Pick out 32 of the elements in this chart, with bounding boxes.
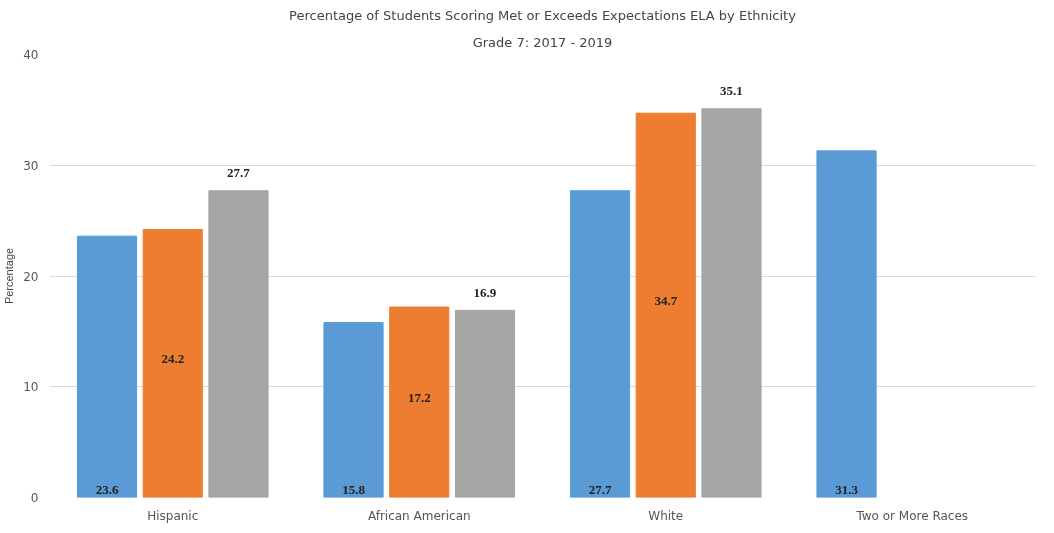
x-tick-label: White — [648, 508, 684, 523]
y-tick-label: 20 — [23, 269, 39, 284]
y-axis-title: Percentage — [3, 247, 16, 305]
bar — [208, 190, 269, 498]
bar — [701, 108, 762, 498]
data-label: 17.2 — [407, 390, 431, 406]
data-label: 31.3 — [835, 482, 859, 498]
chart-subtitle: Grade 7: 2017 - 2019 — [472, 34, 613, 50]
x-tick-label: Two or More Races — [855, 508, 969, 523]
data-label: 23.6 — [95, 482, 119, 498]
chart-title: Percentage of Students Scoring Met or Exceeds Expectations ELA by Ethnicity — [289, 7, 797, 23]
data-label: 15.8 — [342, 482, 366, 498]
bar — [76, 235, 138, 498]
y-tick-label: 30 — [23, 158, 39, 173]
bar — [569, 190, 631, 498]
x-tick-label: Hispanic — [147, 508, 199, 523]
bar — [816, 150, 877, 498]
y-tick-label: 40 — [23, 48, 39, 62]
bar — [635, 112, 696, 498]
bar — [454, 309, 516, 498]
bar — [323, 322, 384, 498]
x-tick-label: African American — [367, 508, 471, 523]
bar — [389, 306, 450, 498]
y-tick-label: 0 — [30, 491, 39, 505]
y-tick-label: 10 — [23, 380, 39, 395]
data-label: 27.7 — [227, 165, 251, 181]
data-label: 27.7 — [588, 482, 612, 498]
bar — [142, 228, 203, 498]
data-label: 35.1 — [720, 83, 743, 99]
data-label: 34.7 — [654, 293, 678, 309]
data-label: 24.2 — [161, 351, 185, 367]
data-label: 16.9 — [473, 285, 497, 301]
